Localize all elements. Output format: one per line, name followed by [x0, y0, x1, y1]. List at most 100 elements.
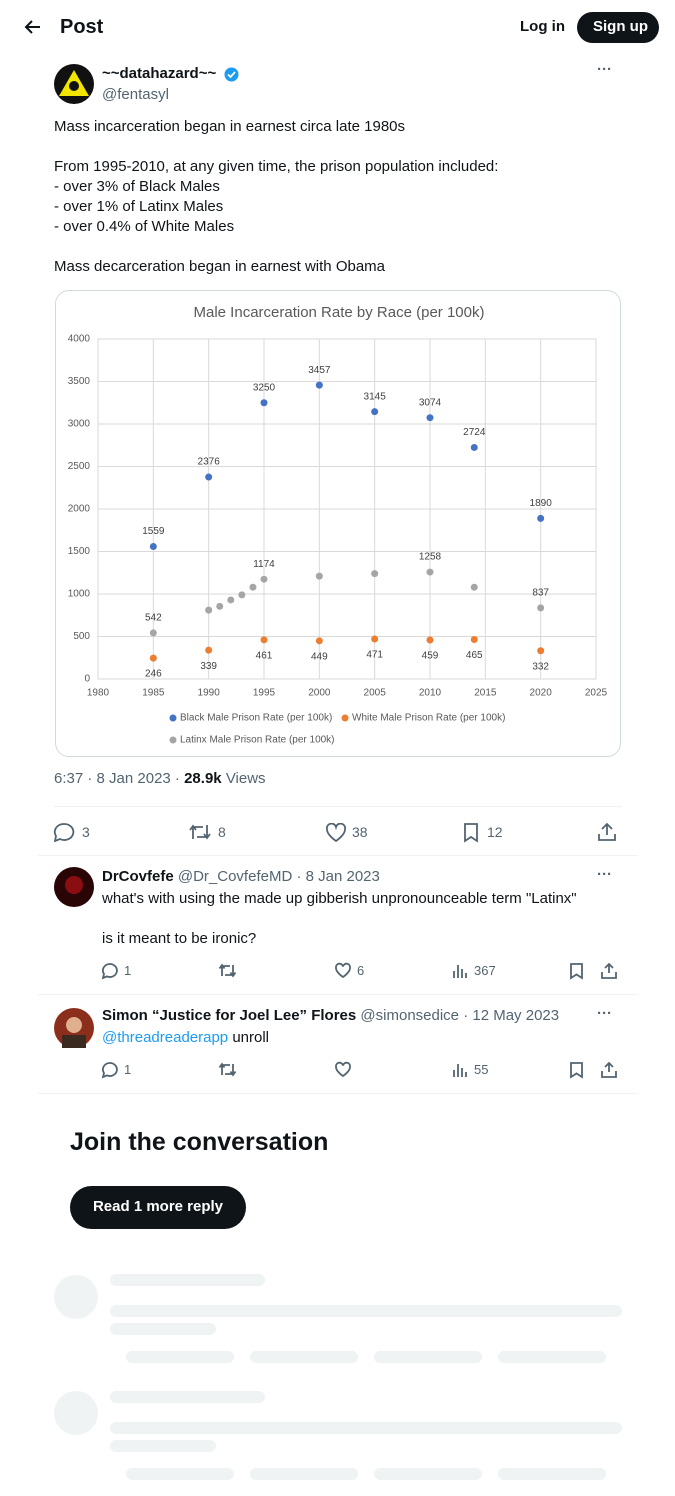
bookmark-icon[interactable]: [568, 962, 586, 980]
data-point: [470, 635, 478, 643]
y-tick-label: 2000: [68, 504, 91, 515]
like-icon[interactable]: [334, 1061, 352, 1079]
page-title: Post: [60, 16, 104, 38]
share-icon[interactable]: [597, 822, 617, 842]
data-label: 3250: [253, 382, 276, 393]
skeleton: [110, 1305, 622, 1317]
more-button[interactable]: ···: [597, 866, 612, 883]
data-label: 1174: [253, 559, 275, 570]
icon-shape: [601, 1061, 617, 1078]
more-button[interactable]: ···: [597, 61, 612, 78]
join-title: Join the conversation: [70, 1128, 329, 1156]
x-tick-label: 2020: [530, 688, 553, 699]
data-point: [216, 602, 224, 610]
data-point: [371, 570, 379, 578]
icon-shape: [570, 1062, 583, 1079]
data-point: [238, 591, 246, 599]
views-label: Views: [225, 770, 266, 787]
icon-shape: [335, 962, 351, 979]
like-icon[interactable]: [325, 823, 347, 842]
icon-shape: [453, 965, 467, 978]
skeleton: [498, 1351, 606, 1363]
data-label: 246: [145, 669, 162, 680]
y-tick-label: 1000: [68, 589, 91, 600]
bookmark-icon[interactable]: [462, 822, 480, 843]
data-point: [426, 636, 434, 644]
reply-name: DrCovfefe: [102, 868, 174, 885]
data-point: [371, 635, 379, 643]
data-label: 449: [311, 651, 328, 662]
bookmark-icon[interactable]: [568, 1061, 586, 1079]
x-tick-label: 1990: [198, 688, 221, 699]
skeleton: [54, 1391, 98, 1435]
reply-date: · 8 Jan 2023: [296, 868, 380, 885]
icon-shape: [101, 1062, 118, 1079]
data-point: [249, 583, 257, 591]
verified-badge: [224, 67, 239, 82]
repost-icon[interactable]: [218, 1061, 236, 1079]
skeleton: [110, 1274, 265, 1286]
reply-icon[interactable]: [101, 1061, 119, 1079]
reply-avatar: [54, 867, 94, 907]
text-line: - over 1% of Latinx Males: [54, 198, 224, 215]
data-point: [260, 636, 268, 644]
x-tick-label: 1980: [87, 688, 110, 699]
skeleton: [110, 1323, 216, 1335]
data-label: 332: [532, 661, 549, 672]
bookmark-count: 12: [487, 824, 503, 840]
like-icon[interactable]: [334, 962, 352, 980]
repost-icon[interactable]: [218, 962, 236, 980]
read-more-button[interactable]: Read 1 more reply: [70, 1186, 246, 1229]
data-point: [537, 514, 545, 522]
data-point: [149, 654, 157, 662]
reply-name: Simon “Justice for Joel Lee” Flores: [102, 1007, 357, 1024]
x-tick-label: 1985: [142, 688, 165, 699]
icon-shape: [101, 963, 118, 980]
skeleton: [126, 1468, 234, 1480]
more-button[interactable]: ···: [597, 1005, 612, 1022]
legend-label: White Male Prison Rate (per 100k): [352, 713, 505, 724]
share-icon[interactable]: [600, 1061, 618, 1079]
data-point: [426, 568, 434, 576]
data-point: [315, 572, 323, 580]
data-point: [470, 443, 478, 451]
chart-title: Male Incarceration Rate by Race (per 100…: [194, 304, 485, 321]
text-line: is it meant to be ironic?: [102, 930, 257, 947]
data-point: [371, 408, 379, 416]
y-tick-label: 500: [73, 631, 90, 642]
signup-button[interactable]: Sign up: [577, 12, 659, 43]
data-point: [205, 606, 213, 614]
skeleton: [498, 1468, 606, 1480]
post-time: 6:37 · 8 Jan 2023 ·: [54, 770, 180, 787]
icon-shape: [601, 962, 617, 979]
login-link[interactable]: Log in: [520, 18, 565, 35]
chart: Male Incarceration Rate by Race (per 100…: [68, 304, 608, 746]
skeleton: [250, 1468, 358, 1480]
y-tick-label: 4000: [68, 334, 91, 345]
views-count: 28.9k: [184, 770, 222, 787]
views-icon[interactable]: [451, 962, 469, 980]
icon-shape: [453, 1064, 467, 1077]
views-count: 55: [474, 1062, 489, 1077]
reply-date: · 12 May 2023: [463, 1007, 560, 1024]
data-label: 3457: [308, 365, 331, 376]
data-label: 2376: [198, 457, 221, 468]
skeleton: [126, 1351, 234, 1363]
data-label: 1258: [419, 552, 442, 563]
share-icon[interactable]: [600, 962, 618, 980]
legend-label: Black Male Prison Rate (per 100k): [180, 713, 332, 724]
back-button[interactable]: [24, 18, 42, 36]
repost-icon[interactable]: [188, 822, 212, 842]
read-more-label[interactable]: Read 1 more reply: [92, 1198, 224, 1215]
data-label: 2724: [463, 427, 486, 438]
skeleton: [110, 1422, 622, 1434]
signup-label[interactable]: Sign up: [593, 18, 648, 35]
divider: [38, 1093, 638, 1094]
text-line: Mass decarceration began in earnest with…: [54, 258, 386, 275]
reply-icon[interactable]: [101, 962, 119, 980]
mention[interactable]: @threadreaderapp: [102, 1029, 229, 1046]
y-tick-label: 1500: [68, 546, 91, 557]
views-icon[interactable]: [451, 1061, 469, 1079]
reply-icon[interactable]: [53, 822, 75, 842]
data-point: [260, 399, 268, 407]
